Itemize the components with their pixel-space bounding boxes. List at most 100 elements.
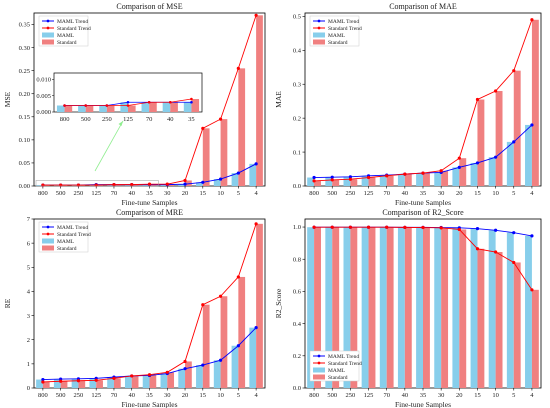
x-tick-label: 40 <box>402 392 409 399</box>
standard-trend-point <box>130 183 134 187</box>
y-tick-label: 5 <box>27 264 30 271</box>
bar-maml <box>213 179 221 186</box>
standard-trend-point <box>312 179 316 183</box>
inset-maml-trend-point <box>126 100 130 104</box>
bar-standard <box>238 68 246 186</box>
x-tick-label: 10 <box>492 190 499 197</box>
bar-standard <box>495 251 503 388</box>
bar-maml <box>142 184 150 186</box>
bar-maml <box>178 368 186 388</box>
standard-trend-point <box>512 260 516 265</box>
bar-maml <box>470 162 478 186</box>
legend-standard-swatch <box>313 374 325 380</box>
bar-standard <box>78 185 86 186</box>
legend-standard-trend-marker <box>46 232 50 236</box>
standard-trend-point <box>530 18 534 22</box>
bar-standard <box>256 15 263 186</box>
y-tick-label: 0.4 <box>293 48 302 55</box>
maml-trend-point <box>41 377 45 382</box>
legend-standard-swatch <box>313 39 325 45</box>
x-tick-label: 125 <box>91 190 101 197</box>
legend-standard-swatch <box>42 39 54 45</box>
bar-maml <box>249 163 257 186</box>
maml-trend-point <box>201 363 205 367</box>
y-tick-label: 0.30 <box>19 45 30 52</box>
bar-maml <box>231 173 239 186</box>
y-tick-label: 4 <box>27 289 31 296</box>
legend-standard-trend-marker <box>317 361 321 365</box>
bar-maml <box>343 227 351 388</box>
legend-maml-label: MAML <box>57 33 75 39</box>
standard-trend-point <box>348 225 352 229</box>
inset-bar-maml <box>183 102 192 112</box>
maml-trend-point <box>475 161 480 165</box>
bar-standard <box>220 296 228 388</box>
legend-standard-trend-label: Standard Trend <box>328 26 362 32</box>
maml-trend-point <box>475 227 480 231</box>
x-tick-label: 35 <box>146 190 153 197</box>
x-axis-label: Fine-tune Samples <box>395 198 451 207</box>
bar-standard <box>149 184 157 186</box>
x-tick-label: 800 <box>38 190 48 197</box>
legend-maml-swatch <box>313 32 325 38</box>
y-tick-label: 0.2 <box>293 353 301 360</box>
bar-maml <box>249 327 257 388</box>
bar-maml <box>434 172 442 186</box>
x-tick-label: 15 <box>200 392 207 399</box>
y-tick-label: 0.15 <box>19 114 30 121</box>
y-axis-label: MSE <box>3 91 12 107</box>
y-tick-label: 0.10 <box>19 137 30 144</box>
bar-standard <box>113 378 121 388</box>
x-tick-label: 20 <box>182 392 189 399</box>
maml-trend-point <box>218 177 223 181</box>
x-tick-label: 800 <box>309 392 319 399</box>
x-tick-label: 500 <box>327 392 337 399</box>
bar-maml <box>488 230 496 388</box>
standard-trend-point <box>512 69 516 73</box>
bar-maml <box>36 185 43 186</box>
x-tick-label: 40 <box>402 190 409 197</box>
standard-trend-point <box>201 126 205 130</box>
inset-x-tick-label: 500 <box>81 116 91 123</box>
y-tick-label: 0.00 <box>19 183 30 190</box>
inset-x-tick-label: 800 <box>60 116 70 123</box>
bar-maml <box>160 184 168 186</box>
legend-maml-trend-marker <box>317 19 321 23</box>
standard-trend-point <box>494 250 498 254</box>
maml-trend-point <box>457 165 461 169</box>
bar-maml <box>325 177 333 186</box>
x-tick-label: 70 <box>111 392 118 399</box>
bar-standard <box>441 170 449 186</box>
chart-title: Comparison of MAE <box>389 2 457 11</box>
bar-standard <box>441 227 449 388</box>
y-tick-label: 1 <box>27 361 30 368</box>
x-tick-label: 125 <box>364 190 374 197</box>
maml-trend-point <box>494 228 498 232</box>
x-tick-label: 30 <box>438 190 445 197</box>
bar-standard <box>167 184 175 186</box>
standard-trend-point <box>475 97 480 102</box>
bar-standard <box>42 381 50 388</box>
bar-standard <box>404 227 412 388</box>
x-tick-label: 40 <box>128 190 135 197</box>
bar-maml <box>142 375 150 388</box>
x-tick-label: 500 <box>56 190 66 197</box>
maml-trend-point <box>183 182 187 186</box>
x-tick-label: 250 <box>346 392 356 399</box>
bar-maml <box>379 227 387 388</box>
standard-trend-point <box>403 225 407 229</box>
x-tick-label: 250 <box>74 190 84 197</box>
standard-trend-point <box>76 379 81 383</box>
maml-trend-point <box>201 180 205 184</box>
bar-maml <box>89 378 97 388</box>
inset-x-tick-label: 40 <box>167 116 174 123</box>
chart-title: Comparison of MRE <box>116 208 183 217</box>
x-tick-label: 5 <box>512 392 515 399</box>
x-tick-label: 70 <box>383 392 390 399</box>
bar-standard <box>96 185 103 186</box>
standard-trend-point <box>421 225 425 230</box>
bar-standard <box>459 229 467 388</box>
bar-maml <box>397 174 405 186</box>
standard-trend-point <box>312 225 316 229</box>
inset-bar-maml <box>162 102 171 112</box>
